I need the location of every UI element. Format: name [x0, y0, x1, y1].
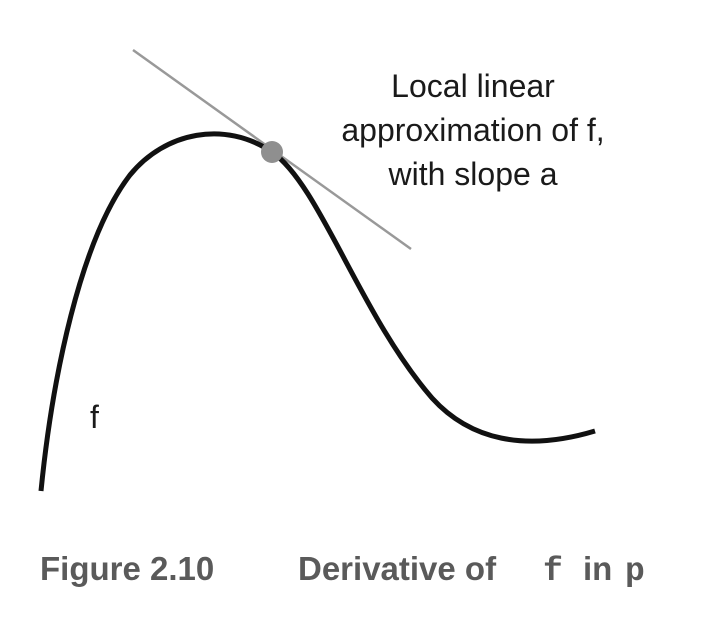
figure-caption: Figure 2.10 Derivative of f in p: [40, 550, 645, 590]
caption-text-middle: in: [583, 550, 612, 587]
annotation-line-2: approximation of f,: [341, 112, 604, 148]
caption-text-before: Derivative of: [298, 550, 497, 587]
caption-code-f: f: [543, 553, 563, 590]
tangent-point: [261, 141, 283, 163]
annotation-line-1: Local linear: [391, 68, 555, 104]
caption-figure-number: Figure 2.10: [40, 550, 214, 587]
caption-code-p: p: [625, 553, 645, 590]
function-label: f: [90, 399, 99, 435]
annotation-line-3: with slope a: [388, 156, 558, 192]
